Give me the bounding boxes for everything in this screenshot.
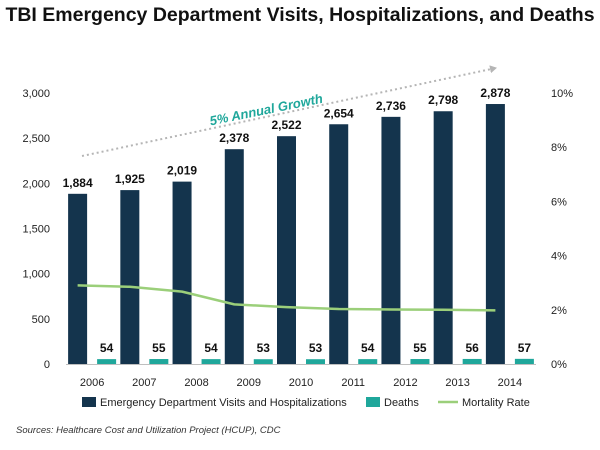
deaths-bar [97,359,117,364]
growth-annotation: 5% Annual Growth [208,91,324,129]
legend-ed-label: Emergency Department Visits and Hospital… [100,397,347,409]
deaths-data-label: 53 [257,341,271,355]
y-left-tick-label: 3,000 [22,88,50,100]
legend-ed-swatch [82,397,96,407]
deaths-bar [358,359,378,364]
x-tick-label: 2011 [341,377,365,389]
x-tick-label: 2006 [80,377,104,389]
ed-visits-bar [172,181,192,364]
ed-visits-data-label: 2,378 [219,131,249,145]
deaths-bar [149,359,169,364]
y-right-tick-label: 2% [551,305,567,317]
deaths-bar [462,358,482,364]
ed-visits-bar [485,104,505,365]
data-labels: 1,884 54 1,925 55 2,019 54 2,378 53 2,522 53 2,654… [63,86,532,355]
ed-visits-bar [329,124,349,364]
ed-visits-bar [381,116,401,365]
y-right-tick-label: 6% [551,196,567,208]
ed-visits-data-label: 2,798 [428,93,458,107]
ed-visits-bar [120,190,140,364]
deaths-data-label: 54 [204,341,218,355]
y-right-tick-label: 0% [551,359,567,371]
x-tick-label: 2010 [289,377,313,389]
x-tick-label: 2012 [393,377,417,389]
y-left-tick-label: 500 [32,314,50,326]
legend-deaths-label: Deaths [384,397,419,409]
legend-mortality-label: Mortality Rate [462,397,530,409]
deaths-data-label: 56 [465,341,479,355]
ed-visits-bar [277,136,296,364]
x-tick-label: 2009 [237,377,261,389]
x-tick-label: 2014 [498,377,522,389]
growth-arrow [81,65,497,157]
left-axis: 0 500 1,000 1,500 2,000 2,500 3,000 [22,88,50,371]
deaths-data-label: 54 [100,341,114,355]
deaths-bar [253,359,273,364]
ed-visits-data-label: 2,654 [324,106,354,120]
y-left-tick-label: 1,000 [22,269,50,281]
mortality-line-layer [77,284,496,312]
chart-title: TBI Emergency Department Visits, Hospita… [5,4,595,26]
ed-visits-data-label: 2,878 [480,86,510,100]
right-axis: 0% 2% 4% 6% 8% 10% [551,88,573,371]
deaths-bar [306,359,325,364]
y-left-tick-label: 0 [44,359,50,371]
legend: Emergency Department Visits and Hospital… [82,397,530,409]
ed-visits-data-label: 2,736 [376,99,406,113]
source-note: Sources: Healthcare Cost and Utilization… [16,425,281,436]
y-left-tick-label: 1,500 [22,224,50,236]
ed-visits-data-label: 1,884 [63,176,93,190]
legend-deaths-swatch [366,397,380,407]
deaths-data-label: 57 [518,341,532,355]
bars [68,104,534,365]
deaths-data-label: 55 [152,341,166,355]
ed-visits-data-label: 2,522 [271,118,301,132]
ed-visits-bar [224,149,244,364]
deaths-data-label: 54 [361,341,375,355]
x-tick-label: 2013 [445,377,469,389]
ed-visits-bar [433,111,453,364]
mortality-rate-line [77,284,496,312]
deaths-data-label: 55 [413,341,427,355]
deaths-bar [201,359,221,364]
ed-visits-data-label: 2,019 [167,164,197,178]
ed-visits-data-label: 1,925 [115,172,145,186]
deaths-bar [514,358,534,364]
y-right-tick-label: 8% [551,142,567,154]
y-left-tick-label: 2,500 [22,133,50,145]
x-tick-label: 2008 [184,377,208,389]
deaths-data-label: 53 [309,341,323,355]
x-axis: 2006 2007 2008 2009 2010 2011 2012 2013 2014 [66,364,536,389]
y-left-tick-label: 2,000 [22,178,50,190]
y-right-tick-label: 10% [551,88,573,100]
x-tick-label: 2007 [132,377,156,389]
ed-visits-bar [68,193,88,364]
y-right-tick-label: 4% [551,251,567,263]
deaths-bar [410,359,430,364]
